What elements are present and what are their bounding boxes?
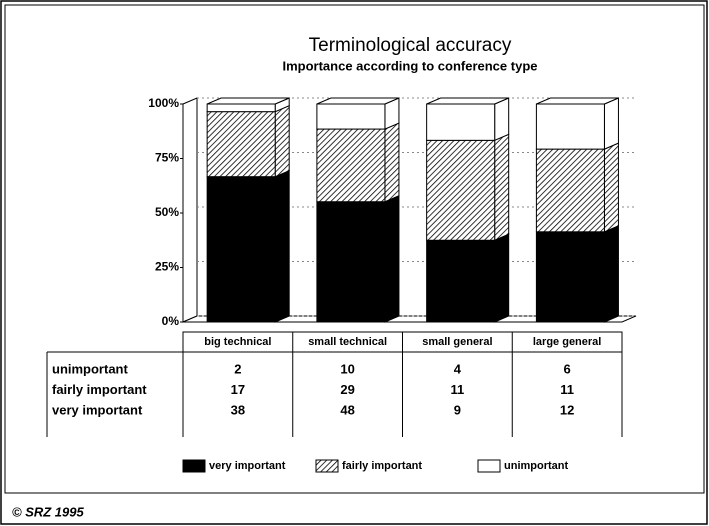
back-wall (182, 97, 198, 323)
table-value: 38 (231, 402, 245, 417)
bar-top (426, 97, 509, 105)
y-tick-label: 50% (155, 205, 179, 219)
table-value: 12 (560, 402, 574, 417)
bar-side (274, 169, 290, 323)
legend-swatch (315, 459, 339, 473)
footer: © SRZ 1995 (12, 504, 84, 519)
bar (206, 176, 276, 323)
bar (206, 111, 276, 178)
legend-label: fairly important (342, 460, 422, 472)
bar-side (603, 97, 619, 150)
table-value: 48 (340, 402, 354, 417)
table-value: 11 (451, 382, 465, 397)
x-tick-label: big technical (204, 336, 271, 348)
bar (535, 148, 605, 233)
bar (426, 103, 496, 141)
table-value: 11 (560, 382, 574, 397)
row-label: very important (52, 402, 143, 417)
y-tick-label: 0% (162, 314, 180, 328)
x-tick-label: small technical (308, 336, 387, 348)
table-value: 29 (340, 382, 354, 397)
bar (206, 103, 276, 113)
table-value: 2 (234, 361, 241, 376)
bar (316, 103, 386, 130)
bar-side (274, 104, 290, 178)
table-value: 10 (340, 361, 354, 376)
table-value: 6 (564, 361, 571, 376)
bar-top (536, 97, 619, 105)
inner-frame (4, 4, 705, 494)
table-value: 9 (454, 402, 461, 417)
legend-swatch (477, 459, 501, 473)
row-label: fairly important (52, 382, 147, 397)
bar-side (494, 133, 510, 242)
y-tick-label: 75% (155, 151, 179, 165)
bar-side (603, 142, 619, 233)
x-tick-label: large general (533, 336, 601, 348)
y-tick-label: 100% (148, 96, 179, 110)
bar-side (603, 225, 619, 323)
table-value: 17 (231, 382, 245, 397)
bar (535, 231, 605, 323)
legend-label: unimportant (504, 460, 568, 472)
bar-side (384, 194, 400, 323)
bar-side (384, 122, 400, 203)
bar-top (206, 97, 290, 105)
bar (316, 201, 386, 323)
x-tick-label: small general (422, 336, 492, 348)
bar (316, 128, 386, 203)
chart-subtitle: Importance according to conference type (282, 58, 537, 73)
table-value: 4 (454, 361, 462, 376)
bar (426, 239, 496, 323)
bar (426, 139, 496, 241)
legend-swatch (182, 459, 206, 473)
bar-top (316, 97, 400, 105)
legend-label: very important (209, 460, 286, 472)
bar-side (494, 97, 510, 142)
chart-title: Terminological accuracy (309, 35, 512, 56)
bar (535, 103, 605, 150)
y-tick-label: 25% (155, 260, 179, 274)
row-label: unimportant (52, 361, 128, 376)
bar-side (494, 233, 510, 323)
